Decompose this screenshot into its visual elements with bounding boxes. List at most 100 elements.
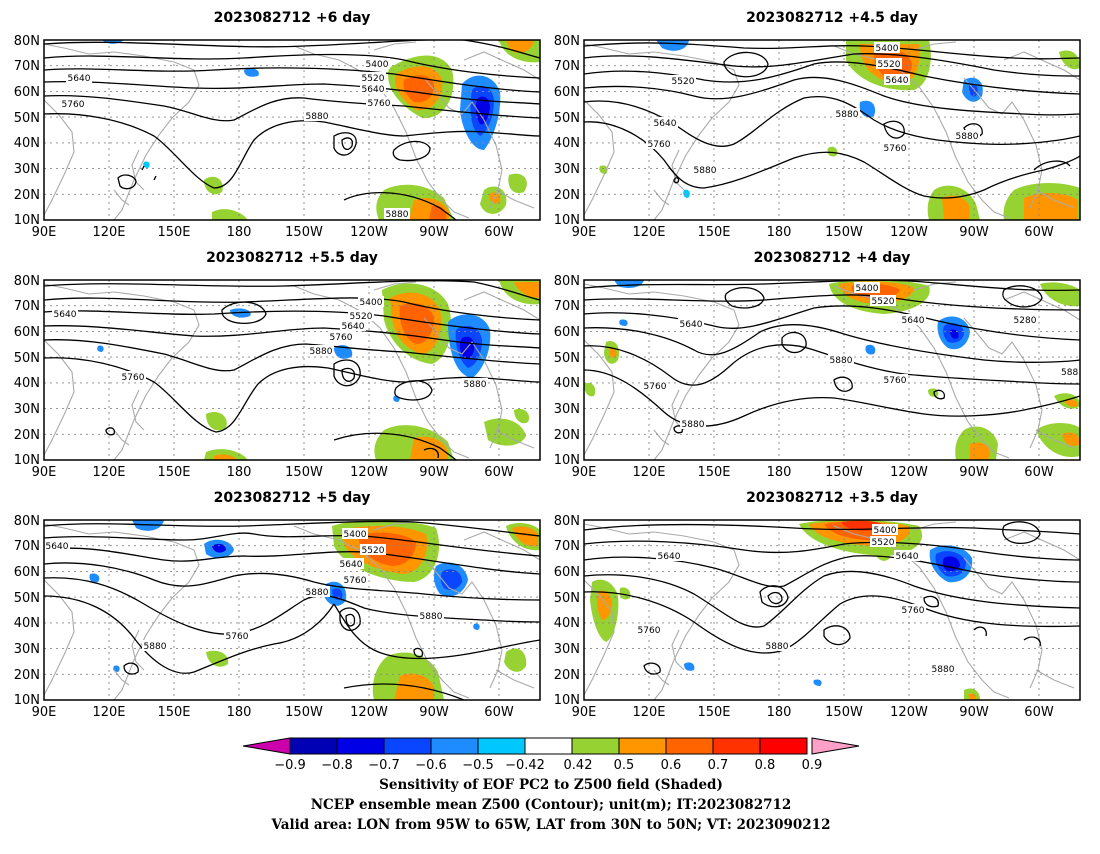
colorbar-box [665, 737, 714, 755]
contour-label: 5880 [386, 210, 409, 220]
contour-label: 5520 [878, 60, 901, 70]
lat-tick-label: 60N [14, 85, 40, 100]
lat-tick-label: 30N [14, 642, 40, 657]
contour-label: 5640 [680, 320, 703, 330]
contour-label: 5520 [672, 77, 695, 87]
colorbar-boxes [289, 737, 808, 755]
lat-tick-label: 50N [554, 111, 580, 126]
lat-tick-label: 60N [14, 325, 40, 340]
z500-contours [584, 42, 1080, 199]
lat-tick-label: 60N [554, 85, 580, 100]
map-area: 5400 5520 5640 5760 5880 5880 5640 5760 … [44, 520, 540, 700]
lon-tick-label: 150E [157, 225, 190, 240]
lon-tick-label: 120W [350, 465, 388, 480]
lon-tick-label: 180 [227, 465, 252, 480]
contour-label: 5760 [884, 144, 907, 154]
colorbar-label: −0.6 [415, 758, 447, 773]
lat-tick-label: 20N [14, 188, 40, 203]
contour-labels: 5400 5520 5640 5760 5880 5880 5640 5760 … [44, 528, 444, 652]
lat-tick-label: 80N [14, 34, 40, 49]
contour-label: 5520 [872, 297, 895, 307]
panel-4: 2023082712 +4 day [554, 250, 1081, 480]
contour-label: 5520 [350, 312, 373, 322]
lon-tick-label: 150E [157, 705, 190, 720]
lon-tick-label: 60W [484, 705, 514, 720]
lat-tick-label: 10N [14, 693, 40, 708]
contour-label: 5760 [330, 333, 353, 343]
lon-tick-label: 180 [767, 705, 792, 720]
colorbar-label: −0.42 [505, 758, 545, 773]
lon-tick-label: 150E [697, 705, 730, 720]
lat-tick-label: 40N [554, 376, 580, 391]
map-area: 5400 5520 5640 5280 5640 5880 5760 5760 … [584, 280, 1080, 460]
colorbar-box [477, 737, 526, 755]
z500-contours [44, 520, 540, 700]
contour-label: 5760 [226, 632, 249, 642]
colorbar-box [336, 737, 385, 755]
contour-label: 5640 [54, 310, 77, 320]
colorbar-box [524, 737, 573, 755]
lat-tick-label: 30N [14, 162, 40, 177]
contour-label: 5880 [932, 665, 955, 675]
map-area: 5400 5520 5640 5640 5760 5760 5880 5880 [584, 520, 1080, 700]
lon-tick-label: 150W [285, 705, 323, 720]
lon-tick-label: 180 [767, 225, 792, 240]
contour-labels: 5400 5520 5640 5520 5640 5760 5880 5880 … [646, 42, 980, 176]
lat-tick-label: 80N [554, 514, 580, 529]
z500-contours [584, 280, 1080, 434]
contour-label: 5640 [68, 74, 91, 84]
lat-tick-label: 70N [14, 59, 40, 74]
lat-tick-label: 70N [554, 539, 580, 554]
lat-tick-label: 10N [554, 693, 580, 708]
contour-label: 5640 [902, 316, 925, 326]
contour-label: 5280 [1014, 316, 1037, 326]
lat-tick-label: 80N [14, 274, 40, 289]
contour-label: 5400 [876, 44, 899, 54]
contour-label: 5880 [464, 380, 487, 390]
colorbar-box [618, 737, 667, 755]
contour-label: 5640 [886, 76, 909, 86]
lon-tick-label: 90W [419, 465, 449, 480]
lon-tick-label: 90W [419, 225, 449, 240]
contour-label: 588 [1061, 368, 1078, 378]
lat-tick-label: 70N [14, 299, 40, 314]
colorbar-label: 0.6 [661, 758, 682, 773]
z500-contours [44, 280, 540, 460]
caption-line-1: Sensitivity of EOF PC2 to Z500 field (Sh… [379, 777, 723, 793]
lon-tick-label: 120E [92, 465, 125, 480]
contour-label: 5640 [362, 85, 385, 95]
colorbar-label: −0.5 [462, 758, 494, 773]
colorbar-label: 0.42 [564, 758, 593, 773]
contour-label: 5880 [306, 112, 329, 122]
contour-label: 5400 [344, 530, 367, 540]
lat-tick-label: 40N [14, 616, 40, 631]
sensitivity-shading [89, 520, 540, 700]
contour-label: 5640 [342, 322, 365, 332]
sensitivity-shading [97, 280, 540, 460]
lat-tick-label: 40N [14, 136, 40, 151]
lat-axis: 80N 70N 60N 50N 40N 30N 20N 10N [554, 274, 580, 468]
lon-tick-label: 60W [1024, 705, 1054, 720]
panel-title: 2023082712 +5 day [214, 490, 371, 506]
contour-label: 5880 [420, 612, 443, 622]
lat-tick-label: 10N [554, 213, 580, 228]
colorbar-label: −0.7 [368, 758, 400, 773]
lat-tick-label: 40N [554, 136, 580, 151]
lat-tick-label: 20N [554, 188, 580, 203]
caption-line-2: NCEP ensemble mean Z500 (Contour); unit(… [311, 797, 792, 813]
contour-label: 5880 [836, 110, 859, 120]
lat-tick-label: 20N [14, 668, 40, 683]
lat-tick-label: 80N [14, 514, 40, 529]
lat-tick-label: 60N [554, 565, 580, 580]
panel-title: 2023082712 +3.5 day [746, 490, 918, 506]
contour-label: 5400 [874, 526, 897, 536]
lon-tick-label: 90E [32, 705, 57, 720]
contour-labels: 5400 5520 5640 5760 5880 5640 5760 5880 [60, 58, 410, 220]
map-frame [583, 279, 1081, 461]
colorbar: −0.9 −0.8 −0.7 −0.6 −0.5 −0.42 0.42 0.5 … [242, 737, 860, 773]
map-frame [43, 39, 541, 221]
lat-tick-label: 30N [554, 402, 580, 417]
contour-label: 5880 [144, 642, 167, 652]
contour-label: 5640 [654, 119, 677, 129]
